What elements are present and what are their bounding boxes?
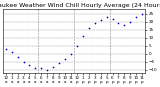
Point (70, 53, 72, 55)
Point (16, 56, 19, 58)
Point (34, 68, 37, 69)
Point (4, 48, 7, 50)
Point (76, 45, 78, 47)
Point (135, 16, 137, 18)
Point (141, 13, 143, 14)
Point (117, 23, 120, 24)
Point (82, 35, 84, 37)
Point (22, 61, 25, 63)
Title: Milwaukee Weather Wind Chill Hourly Average (24 Hours): Milwaukee Weather Wind Chill Hourly Aver… (0, 3, 160, 8)
Point (123, 24, 126, 26)
Point (58, 63, 60, 64)
Point (129, 21, 132, 22)
Point (111, 18, 114, 19)
Point (52, 66, 54, 67)
Point (10, 52, 13, 53)
Point (46, 69, 48, 71)
Point (93, 23, 96, 24)
Point (99, 19, 102, 21)
Point (28, 64, 31, 66)
Point (105, 16, 108, 18)
Point (40, 68, 43, 69)
Point (64, 58, 66, 59)
Point (88, 27, 90, 29)
